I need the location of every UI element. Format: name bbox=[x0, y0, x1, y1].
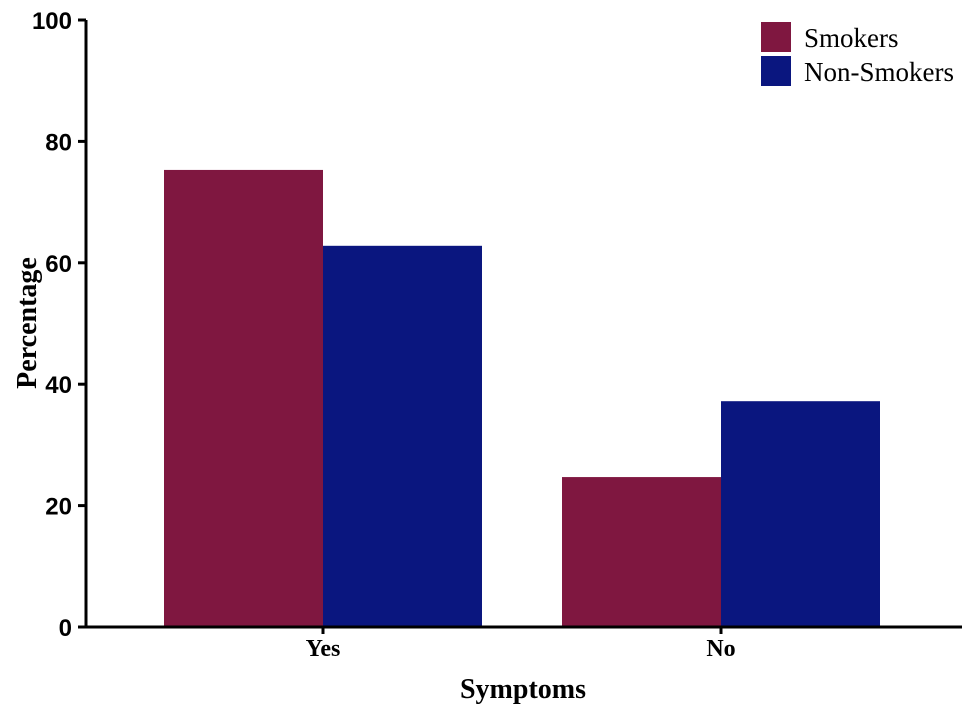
y-tick-label: 40 bbox=[45, 372, 72, 399]
x-tick-label: No bbox=[706, 636, 735, 662]
y-tick-label: 100 bbox=[32, 8, 72, 35]
y-tick-label: 0 bbox=[59, 615, 72, 642]
bar-non-smokers-no bbox=[721, 401, 880, 627]
bars-layer bbox=[164, 169, 880, 627]
legend-swatch bbox=[761, 22, 791, 52]
y-tick-label: 20 bbox=[45, 494, 72, 521]
x-tick-label: Yes bbox=[306, 636, 341, 662]
y-tick-label: 80 bbox=[45, 129, 72, 156]
axes-layer bbox=[84, 20, 962, 629]
y-ticks-layer: 0 20 40 60 80 100 bbox=[32, 8, 86, 642]
x-tick-labels-layer: Yes No bbox=[306, 627, 736, 662]
legend: Smokers Non-Smokers bbox=[761, 22, 954, 87]
bar-non-smokers-yes bbox=[323, 245, 482, 627]
bar-smokers-yes bbox=[164, 169, 323, 627]
bar-smokers-no bbox=[562, 477, 721, 627]
y-axis-title: Percentage bbox=[12, 257, 43, 389]
x-axis-title: Symptoms bbox=[460, 674, 586, 705]
legend-label: Non-Smokers bbox=[804, 57, 954, 87]
legend-swatch bbox=[761, 56, 791, 86]
y-tick-label: 60 bbox=[45, 251, 72, 278]
legend-label: Smokers bbox=[804, 23, 899, 53]
